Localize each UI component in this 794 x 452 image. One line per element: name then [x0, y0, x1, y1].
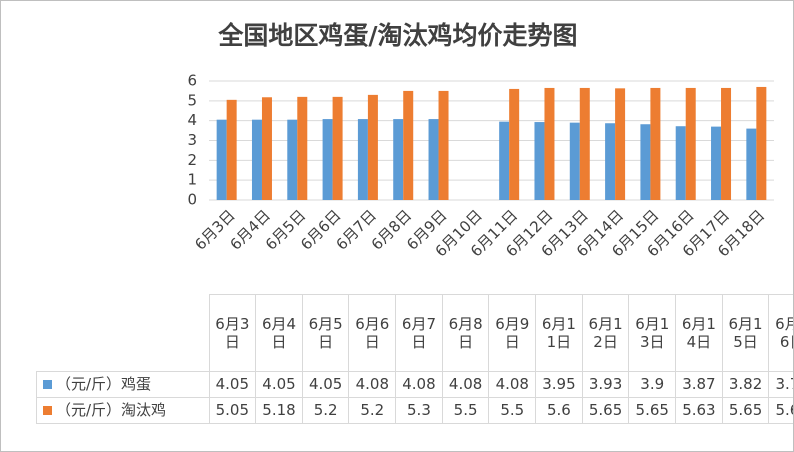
bar — [711, 126, 722, 200]
bar — [569, 122, 580, 200]
table-value: 3.87 — [675, 370, 723, 398]
table-header-cell: 6月15日 — [721, 294, 770, 372]
legend-label: （元/斤）淘汰鸡 — [56, 401, 167, 419]
table-header-cell: 6月5日 — [301, 294, 350, 372]
table-value: 5.65 — [721, 396, 770, 424]
bar — [226, 99, 237, 200]
y-tick-label: 5 — [187, 91, 197, 109]
table-value: 4.05 — [208, 370, 257, 398]
table-value: 3.82 — [721, 370, 770, 398]
bar — [251, 119, 262, 200]
bar — [579, 87, 590, 200]
table-value: 3.93 — [581, 370, 630, 398]
bar — [322, 119, 333, 200]
table-value: 3.9 — [628, 370, 677, 398]
data-table: 6月3日 6月4日 6月5日 6月6日 6月7日 6月8日 6月9日 6月11日 6月12日 6月… — [36, 294, 793, 424]
y-tick-label: 6 — [187, 72, 197, 90]
bar — [357, 119, 368, 200]
table-value: 5.65 — [581, 396, 630, 424]
bar — [746, 128, 757, 200]
bar — [332, 96, 343, 200]
table-value: 4.08 — [348, 370, 397, 398]
table-value: 4.05 — [301, 370, 350, 398]
table-header-cell: 6月11日 — [535, 294, 583, 372]
bar — [438, 90, 449, 200]
table-header-cell: 6月3日 — [208, 294, 257, 372]
bar — [721, 87, 732, 200]
bar — [393, 119, 404, 200]
table-header-cell: 6月7日 — [395, 294, 443, 372]
table-value: 3.72 — [768, 370, 793, 398]
table-header-cell: 6月14日 — [675, 294, 723, 372]
table-header-cell: 6月16日 — [768, 294, 793, 372]
table-row: （元/斤）鸡蛋 4.05 4.05 4.05 4.08 4.08 4.08 4.08 3.95 3… — [36, 370, 793, 398]
legend-cell: （元/斤）鸡蛋 — [36, 370, 210, 398]
table-value: 5.5 — [441, 396, 490, 424]
bar — [685, 87, 696, 200]
bar — [650, 87, 661, 200]
bar — [544, 87, 555, 200]
legend-label: （元/斤）鸡蛋 — [56, 375, 152, 393]
bar — [403, 90, 414, 200]
bar — [509, 88, 520, 200]
bar — [615, 88, 626, 200]
legend-swatch — [43, 380, 52, 389]
y-tick-label: 3 — [187, 131, 197, 149]
bar — [640, 124, 651, 200]
table-value: 5.63 — [675, 396, 723, 424]
table-header-cell: 6月4日 — [255, 294, 303, 372]
bar — [287, 119, 298, 200]
y-tick-label: 2 — [187, 151, 197, 169]
table-value: 5.2 — [301, 396, 350, 424]
bar — [261, 97, 272, 200]
table-value: 5.6 — [535, 396, 583, 424]
table-value: 5.5 — [488, 396, 537, 424]
table-value: 5.18 — [255, 396, 303, 424]
table-value: 4.08 — [488, 370, 537, 398]
table-header-cell: 6月12日 — [581, 294, 630, 372]
bar — [605, 123, 616, 200]
table-header-cell: 6月8日 — [441, 294, 490, 372]
bar — [428, 119, 439, 200]
legend-swatch — [43, 406, 52, 415]
table-header-cell: 6月6日 — [348, 294, 397, 372]
table-header-cell: 6月9日 — [488, 294, 537, 372]
bar — [499, 121, 510, 200]
bar — [297, 96, 308, 200]
table-value: 4.08 — [441, 370, 490, 398]
bar — [675, 126, 686, 200]
bar — [534, 122, 545, 200]
bar — [756, 86, 767, 200]
y-tick-label: 4 — [187, 111, 197, 129]
chart-title: 全国地区鸡蛋/淘汰鸡均价走势图 — [217, 21, 577, 50]
table-header-row: 6月3日 6月4日 6月5日 6月6日 6月7日 6月8日 6月9日 6月11日 6月12日 6月… — [37, 294, 793, 372]
table-value: 4.08 — [395, 370, 443, 398]
table-value: 5.05 — [208, 396, 257, 424]
table-value: 5.65 — [628, 396, 677, 424]
table-value: 3.95 — [535, 370, 583, 398]
bar — [216, 119, 227, 200]
y-tick-label: 0 — [187, 191, 197, 209]
table-value: 5.3 — [395, 396, 443, 424]
table-row: （元/斤）淘汰鸡 5.05 5.18 5.2 5.2 5.3 5.5 5.5 5.6 5.65 5.… — [36, 396, 793, 424]
table-corner — [37, 295, 210, 372]
table-value: 5.65 — [768, 396, 793, 424]
table-value: 5.2 — [348, 396, 397, 424]
table-header-cell: 6月13日 — [628, 294, 677, 372]
table-value: 4.05 — [255, 370, 303, 398]
y-tick-label: 1 — [187, 171, 197, 189]
bar — [367, 94, 378, 200]
legend-cell: （元/斤）淘汰鸡 — [36, 396, 210, 424]
